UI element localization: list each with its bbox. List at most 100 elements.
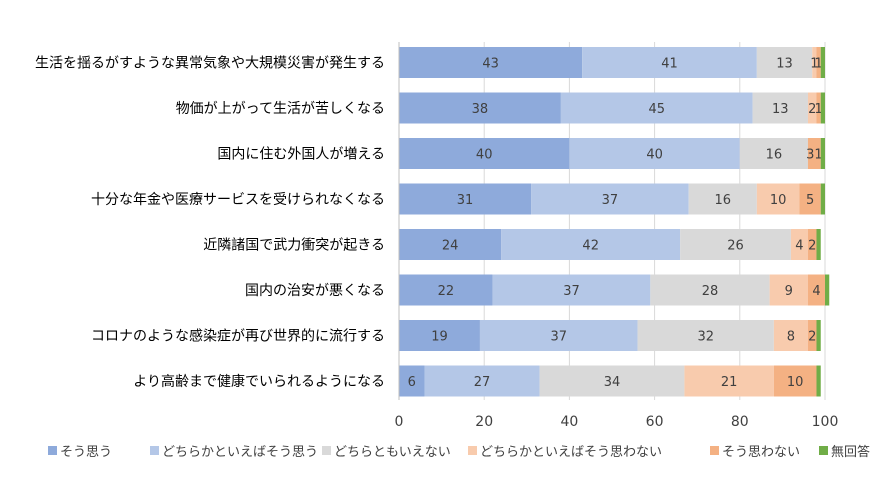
bar-segment [560,92,753,124]
bar-segment [816,365,821,397]
data-label: 34 [604,375,621,390]
bar-segment [399,320,480,351]
data-label: 37 [563,284,580,299]
bar-segment [399,365,425,397]
data-label: 13 [776,57,793,72]
data-label: 6 [408,375,416,390]
category-label: 国内に住む外国人が増える [217,147,385,163]
bar-segment [820,47,825,78]
data-label: 4 [812,284,820,299]
x-tick-label: 40 [560,414,578,430]
data-label: 1 [814,57,822,72]
legend-swatch [819,446,828,455]
bar-segment [756,183,800,215]
bar-segment [816,320,821,351]
data-label: 10 [770,193,787,208]
x-tick-label: 80 [731,414,749,430]
data-label: 19 [431,330,448,345]
data-label: 2 [808,330,816,345]
x-tick-label: 60 [646,414,664,430]
category-label: コロナのような感染症が再び世界的に流行する [91,328,385,345]
category-label: 国内の治安が悪くなる [245,283,385,299]
data-label: 24 [442,239,459,254]
bar-segment [650,274,770,306]
bar-segment [684,365,774,397]
category-label: 物価が上がって生活が苦しくなる [176,101,385,117]
legend-swatch [150,446,159,455]
bar-segment [820,92,825,124]
bar-segment [773,320,808,351]
bar-segment [807,229,817,260]
bar-segment [773,365,817,397]
data-label: 43 [482,57,499,72]
bar-segment [399,229,502,260]
bar-segment [825,274,830,306]
category-label: より高齢まで健康でいられるようになる [133,373,385,390]
data-label: 37 [602,193,619,208]
bar-segment [501,229,681,260]
category-label: 十分な年金や医療サービスを受けられなくなる [91,191,385,208]
bar-segment [769,274,808,306]
bar-segment [790,229,808,260]
legend-swatch [322,446,331,455]
x-tick-label: 0 [395,414,404,430]
data-label: 40 [476,148,493,163]
data-label: 1 [814,102,822,117]
bar-segment [531,183,689,215]
data-label: 27 [474,375,491,390]
data-label: 41 [661,57,678,72]
data-label: 9 [785,284,793,299]
bar-segment [807,92,817,124]
data-label: 16 [766,148,783,163]
bar-segment [816,229,821,260]
bar-segment [399,138,570,169]
x-tick-label: 100 [812,414,839,430]
data-label: 31 [806,148,823,163]
bar-segment [807,138,821,169]
data-label: 37 [550,330,567,345]
bar-segment [816,92,821,124]
data-label: 10 [787,375,804,390]
bar-segment [752,92,808,124]
bar-segment [812,47,817,78]
bar-segment [680,229,791,260]
x-tick-label: 20 [475,414,493,430]
data-label: 21 [721,375,738,390]
bar-segment [816,47,821,78]
bar-segment [688,183,757,215]
data-label: 4 [795,239,803,254]
data-label: 1 [810,57,818,72]
legend-swatch [710,446,719,455]
legend-label: どちらかといえばそう思う [162,445,318,460]
data-label: 16 [714,193,731,208]
bar-segment [799,183,821,215]
bar-segment [399,92,561,124]
bar-segment [399,183,532,215]
bar-segment [637,320,774,351]
bar-segment [820,138,825,169]
data-label: 2 [808,102,816,117]
data-label: 42 [582,239,599,254]
data-label: 40 [646,148,663,163]
bar-segment [424,365,540,397]
data-label: 26 [727,239,744,254]
bar-segment [807,320,817,351]
legend-label: どちらともいえない [334,445,451,460]
legend-label: そう思わない [722,445,800,460]
data-label: 45 [648,102,665,117]
legend-label: 無回答 [831,444,870,460]
bar-segment [479,320,638,351]
data-label: 31 [457,193,474,208]
bar-segment [399,47,583,78]
category-label: 近隣諸国で武力衝突が起きる [203,238,385,254]
legend-label: そう思う [60,445,112,460]
legend-label: どちらかといえばそう思わない [480,445,662,460]
legend-swatch [468,446,477,455]
bar-segment [569,138,740,169]
data-label: 8 [787,330,795,345]
data-label: 38 [472,102,489,117]
bar-segment [582,47,757,78]
bar-segment [739,138,808,169]
